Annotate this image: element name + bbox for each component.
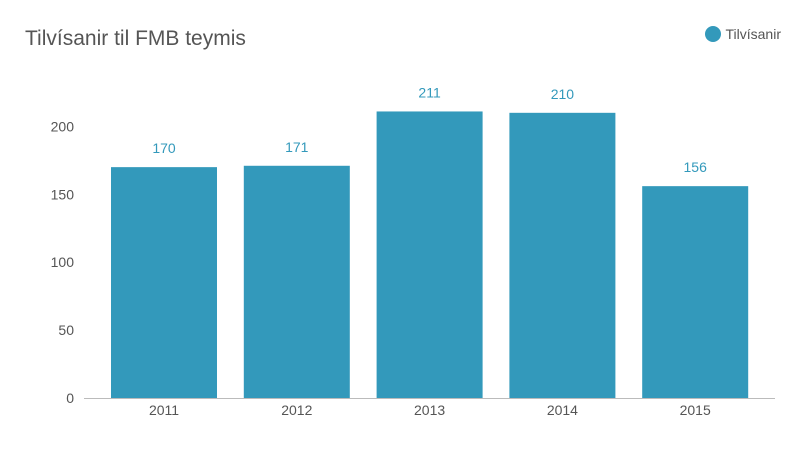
y-tick-label: 150 xyxy=(51,186,75,202)
data-label: 211 xyxy=(418,84,441,100)
chart-title: Tilvísanir til FMB teymis xyxy=(25,27,246,50)
data-label: 171 xyxy=(285,139,309,155)
legend-swatch xyxy=(704,26,721,42)
bar[interactable] xyxy=(111,167,217,398)
x-tick-label: 2011 xyxy=(149,402,179,418)
y-tick-label: 100 xyxy=(51,254,75,270)
x-tick-label: 2015 xyxy=(680,402,711,418)
y-tick-label: 200 xyxy=(51,118,75,134)
y-tick-label: 0 xyxy=(66,390,74,406)
x-tick-label: 2012 xyxy=(281,402,312,418)
bar[interactable] xyxy=(642,186,749,398)
x-tick-label: 2014 xyxy=(547,402,578,418)
data-label: 156 xyxy=(684,159,708,175)
data-label: 210 xyxy=(551,86,575,102)
bar[interactable] xyxy=(243,165,350,398)
bar[interactable] xyxy=(509,112,616,398)
legend: Tilvísanir xyxy=(704,26,782,42)
bar[interactable] xyxy=(376,111,483,398)
y-tick-label: 50 xyxy=(58,322,74,338)
data-label: 170 xyxy=(152,140,176,156)
legend-label[interactable]: Tilvísanir xyxy=(725,26,782,42)
x-tick-label: 2013 xyxy=(414,402,445,418)
